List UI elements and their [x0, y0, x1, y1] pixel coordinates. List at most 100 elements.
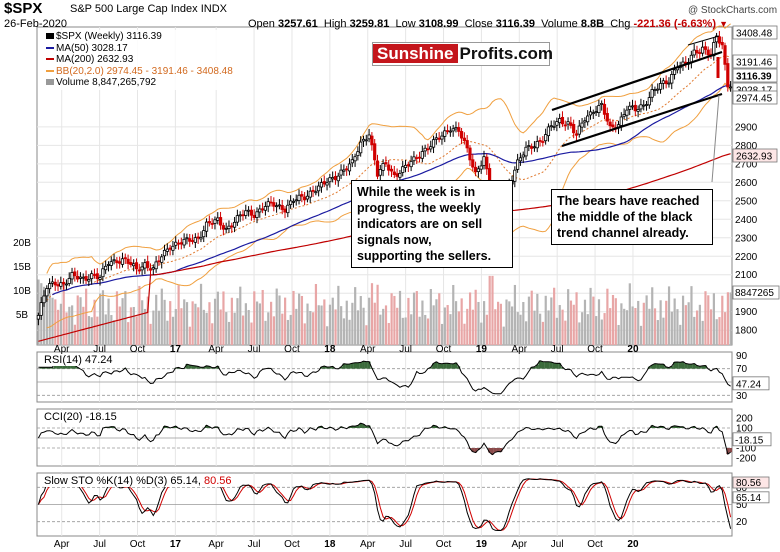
logo: Sunshine Profits.com	[372, 42, 553, 66]
candle-body	[62, 281, 66, 285]
volume-bar	[665, 300, 668, 345]
volume-bar	[351, 302, 354, 345]
change-value: -221.36 (-6.63%)	[633, 18, 716, 30]
volume-bar	[183, 299, 186, 345]
candle-body	[611, 124, 615, 128]
volume-bar	[244, 303, 247, 345]
volume-bar	[152, 310, 155, 345]
volume-bar	[530, 290, 533, 345]
legend-label-bb: BB(20,2.0) 2974.45 - 3191.46 - 3408.48	[56, 65, 233, 77]
candle-body	[524, 146, 528, 157]
volume-bar	[127, 322, 130, 345]
volume-bar	[272, 316, 276, 345]
x-tick-label-sto: Oct	[284, 539, 300, 550]
volume-bar	[376, 284, 379, 345]
volume-bar	[258, 303, 261, 345]
legend-item-bb: BB(20,2.0) 2974.45 - 3191.46 - 3408.48	[46, 66, 233, 78]
indicator-line	[37, 422, 731, 456]
volume-bar	[194, 303, 197, 345]
candle-body	[162, 249, 167, 257]
x-tick-label-price: Oct	[284, 344, 300, 355]
low-label: Low	[395, 18, 416, 30]
y-tick-label: 2300	[735, 233, 758, 244]
volume-bar	[233, 312, 236, 345]
candle-body	[353, 156, 357, 162]
volume-bar	[454, 301, 458, 345]
candle-body	[454, 127, 458, 130]
candle-body	[81, 276, 85, 279]
volume-bar	[143, 308, 147, 345]
candle-body	[36, 315, 41, 320]
candle-body	[586, 115, 590, 123]
candle-body	[50, 281, 55, 284]
candle-body	[246, 209, 251, 212]
candle-body	[535, 141, 539, 149]
volume-bar	[326, 326, 329, 345]
price-swatch	[46, 33, 54, 39]
candle-body	[473, 166, 478, 173]
volume-bar	[443, 307, 446, 345]
volume-bar	[404, 317, 407, 345]
candle-body	[76, 275, 80, 280]
candle-body	[84, 276, 88, 281]
volume-bar	[208, 302, 211, 345]
volume-bar	[525, 321, 528, 345]
candle-body	[92, 274, 97, 276]
volume-bar	[99, 293, 102, 345]
y-tick-label: 1900	[735, 307, 758, 318]
volume-bar	[698, 304, 701, 345]
volume-bar	[715, 319, 718, 345]
cci-value-label: -18.15	[735, 435, 764, 446]
volume-bar	[581, 312, 584, 345]
rsi-title: RSI(14) 47.24	[44, 354, 113, 366]
candle-body	[667, 82, 671, 85]
x-tick-label-price: 19	[476, 344, 488, 355]
candle-body	[361, 138, 366, 142]
candle-body	[87, 279, 91, 282]
volume-bar	[653, 308, 657, 345]
index-name: S&P 500 Large Cap Index	[70, 3, 198, 15]
candle-body	[597, 105, 601, 114]
volume-tick-label: 5B	[16, 310, 29, 321]
candle-body	[373, 143, 377, 161]
volume-bar	[721, 295, 724, 345]
candle-body	[644, 104, 649, 106]
volume-bar	[485, 314, 488, 345]
channel-lower-line	[561, 92, 723, 148]
x-tick-label-sto: Apr	[208, 539, 224, 550]
sto-d-tag	[732, 476, 770, 489]
x-tick-label-price: Oct	[587, 344, 603, 355]
x-tick-label-sto: 20	[627, 539, 639, 550]
candle-body	[566, 121, 570, 125]
chart-index-name: S&P 500 Large Cap Index INDX	[70, 3, 227, 15]
volume-bar	[157, 310, 161, 345]
volume-bar	[620, 303, 623, 345]
candle-body	[179, 242, 183, 245]
candle-body	[471, 159, 475, 168]
price-tag-box	[732, 54, 778, 69]
candle-body	[345, 168, 349, 171]
volume-bar	[412, 292, 416, 345]
volume-bar	[589, 287, 592, 345]
volume-bar	[202, 309, 205, 345]
volume-bar	[687, 302, 690, 345]
candle-body	[230, 225, 234, 228]
x-tick-label-price: 17	[170, 344, 182, 355]
volume-bar	[340, 306, 343, 345]
volume-bar	[115, 291, 119, 345]
cci-panel	[36, 408, 733, 467]
volume-bar	[292, 290, 295, 345]
volume-bar	[463, 323, 466, 345]
close-label: Close	[464, 18, 493, 30]
volume-bar	[429, 289, 432, 345]
candle-body	[625, 109, 629, 116]
price-tag-label: 3191.46	[736, 58, 773, 69]
volume-bar	[68, 306, 71, 345]
candle-body	[384, 162, 388, 165]
candle-body	[541, 141, 545, 143]
candle-body	[210, 223, 214, 225]
ma50-swatch	[46, 46, 54, 49]
x-tick-label-price: Jul	[399, 344, 412, 355]
volume-bar	[415, 291, 418, 345]
candle-body	[532, 146, 537, 149]
